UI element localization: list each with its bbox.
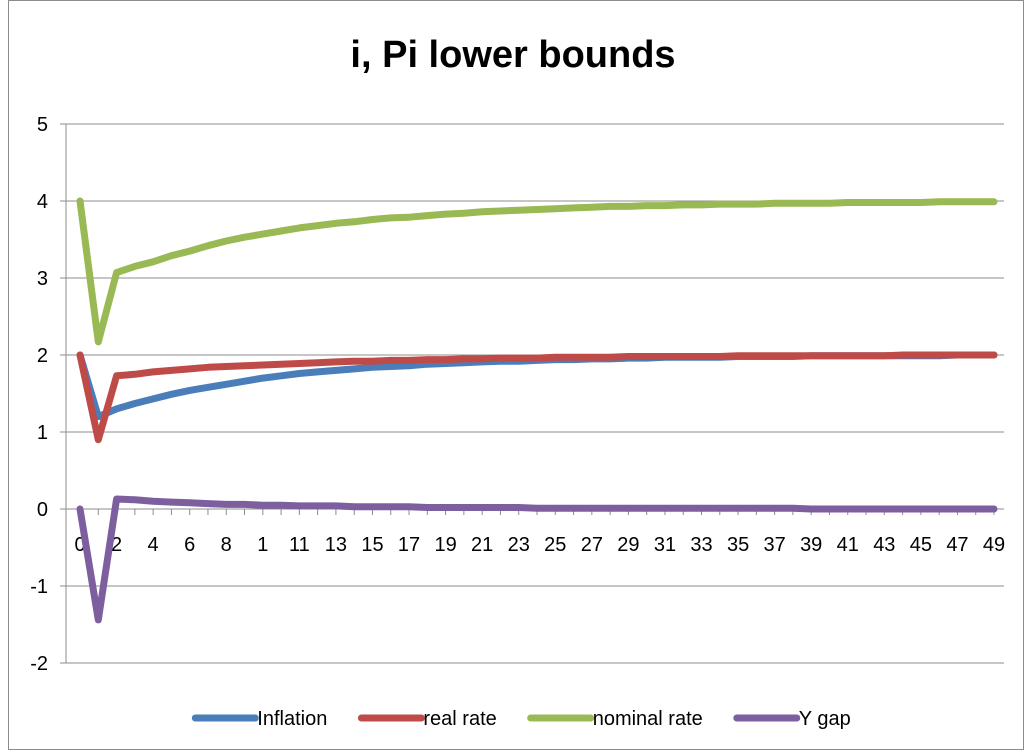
x-tick-label: 25 — [544, 534, 566, 556]
legend-item: nominal rate — [527, 708, 703, 730]
x-tick-label: 27 — [581, 534, 603, 556]
x-tick-label: 47 — [946, 534, 968, 556]
x-tick-label: 2 — [111, 534, 122, 556]
x-tick-label: 8 — [221, 534, 232, 556]
x-tick-label: 45 — [910, 534, 932, 556]
x-tick-label: 4 — [148, 534, 159, 556]
x-tick-label: 6 — [184, 534, 195, 556]
x-tick-label: 33 — [690, 534, 712, 556]
legend-label: nominal rate — [593, 708, 703, 730]
series-line-y-gap — [76, 495, 998, 624]
legend: Inflation real rate nominal rate Y gap — [191, 708, 851, 730]
legend-label: Inflation — [257, 708, 327, 730]
x-tick-label: 0 — [74, 534, 85, 556]
x-tick-label: 15 — [361, 534, 383, 556]
x-tick-label: 41 — [837, 534, 859, 556]
x-tick-label: 31 — [654, 534, 676, 556]
x-tick-label: 11 — [289, 534, 310, 556]
x-tick-label: 19 — [434, 534, 456, 556]
series-line-nominal-rate — [76, 197, 998, 346]
legend-item: real rate — [357, 708, 497, 730]
y-tick-label: 4 — [37, 191, 48, 213]
y-tick-label: -2 — [30, 653, 48, 675]
x-tick-label: 49 — [983, 534, 1005, 556]
x-tick-label: 39 — [800, 534, 822, 556]
legend-item: Y gap — [733, 708, 851, 730]
chart-frame — [8, 0, 1024, 750]
x-tick-label: 21 — [471, 534, 493, 556]
x-tick-label: 13 — [325, 534, 347, 556]
x-tick-label: 35 — [727, 534, 749, 556]
x-tick-label: 1 — [257, 534, 268, 556]
y-tick-label: 1 — [37, 422, 48, 444]
y-tick-label: -1 — [30, 576, 48, 598]
series-line-real-rate — [76, 351, 998, 444]
legend-item: Inflation — [191, 708, 327, 730]
series-lines — [76, 197, 998, 624]
chart-title: i, Pi lower bounds — [350, 34, 676, 76]
x-tick-label: 37 — [764, 534, 786, 556]
legend-label: real rate — [423, 708, 496, 730]
y-tick-label: 5 — [37, 114, 48, 136]
y-tick-label: 2 — [37, 345, 48, 367]
x-tick-label: 29 — [617, 534, 639, 556]
x-tick-label: 23 — [508, 534, 530, 556]
y-tick-label: 3 — [37, 268, 48, 290]
legend-label: Y gap — [799, 708, 851, 730]
x-tick-label: 43 — [873, 534, 895, 556]
y-tick-label: 0 — [37, 499, 48, 521]
x-tick-label: 17 — [398, 534, 420, 556]
